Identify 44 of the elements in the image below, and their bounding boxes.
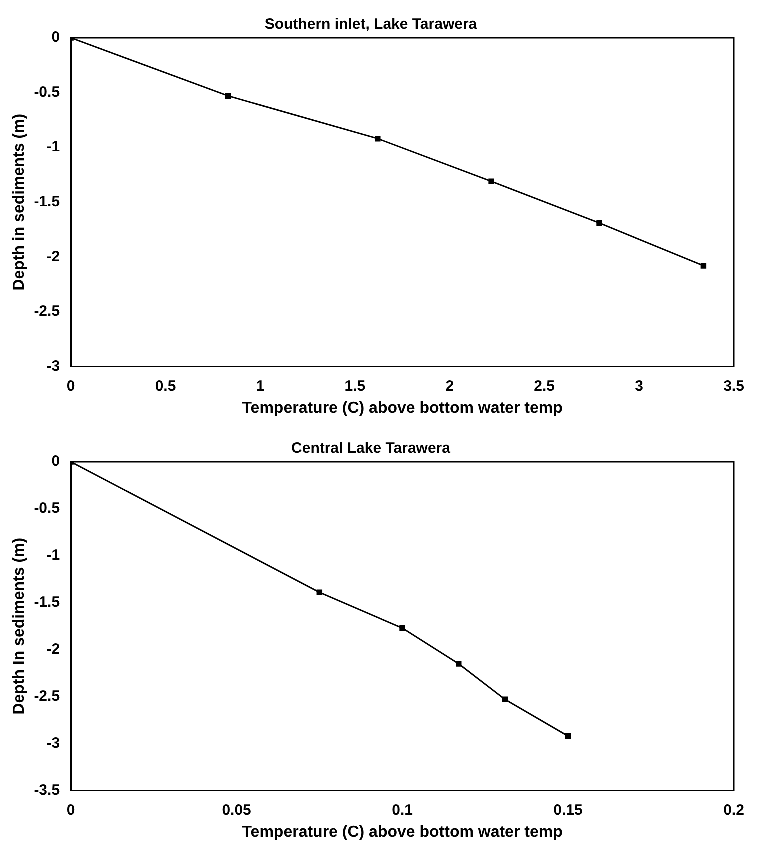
point	[400, 625, 406, 632]
x-tick-label: 0.1	[392, 802, 413, 819]
y-tick-label: -1	[46, 138, 60, 156]
x-axis-title: Temperature (C) above bottom water temp	[242, 824, 564, 841]
x-axis-title: Temperature (C) above bottom water temp	[242, 400, 564, 417]
x-tick-label: 0.2	[724, 802, 744, 819]
x-tick-label: 2	[446, 378, 454, 395]
y-tick-label: -2	[46, 248, 60, 266]
x-tick-label: 3.5	[724, 378, 744, 395]
point	[502, 696, 508, 703]
point	[375, 136, 381, 142]
y-tick-label: -0.5	[34, 500, 60, 518]
x-tick-label: 2.5	[534, 378, 556, 395]
point	[225, 93, 232, 99]
chart-title: Central Lake Tarawera	[292, 440, 452, 458]
y-tick-label: 0	[52, 29, 60, 46]
y-tick-label: -3	[46, 734, 60, 752]
point	[565, 733, 572, 740]
point	[488, 178, 494, 184]
y-tick-label: -3	[46, 358, 60, 375]
y-tick-label: -2.5	[34, 688, 60, 705]
x-tick-label: 0.15	[554, 802, 583, 819]
y-tick-label: -1.5	[34, 594, 60, 612]
x-tick-label: 0	[66, 378, 76, 395]
point	[596, 220, 602, 226]
y-axis-title: Depth In sediments (m)	[11, 538, 28, 715]
x-tick-label: 0.5	[155, 378, 176, 395]
y-tick-label: -1	[46, 547, 60, 564]
point	[700, 263, 707, 269]
point	[316, 590, 323, 596]
y-tick-label: -1.5	[34, 194, 60, 211]
x-tick-label: 0	[66, 802, 76, 819]
x-tick-label: 3	[635, 378, 644, 395]
y-tick-label: -3.5	[34, 782, 60, 799]
x-tick-label: 1	[256, 378, 265, 395]
point	[456, 661, 462, 667]
chart-title: Southern inlet, Lake Tarawera	[264, 16, 478, 34]
y-tick-label: -2	[46, 641, 60, 658]
y-tick-label: -0.5	[34, 84, 60, 101]
x-tick-label: 0.05	[222, 802, 252, 819]
x-tick-label: 1.5	[344, 378, 366, 395]
y-tick-label: 0	[52, 453, 60, 470]
y-tick-label: -2.5	[34, 303, 60, 320]
y-axis-title: Depth in sediments (m)	[11, 114, 28, 291]
